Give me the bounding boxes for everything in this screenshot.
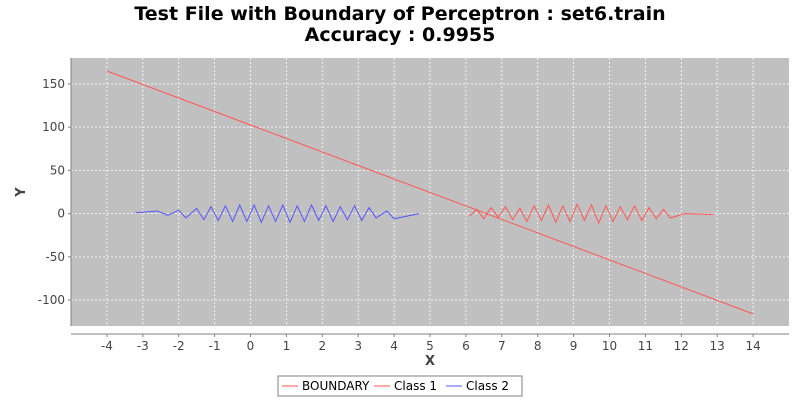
x-tick-label: 1 bbox=[283, 339, 291, 353]
legend: BOUNDARY Class 1 Class 2 bbox=[277, 375, 523, 397]
x-tick-label: 11 bbox=[638, 339, 653, 353]
chart-subtitle: Accuracy : 0.9955 bbox=[304, 24, 496, 46]
x-tick-label: 4 bbox=[390, 339, 398, 353]
x-axis-label: X bbox=[425, 354, 435, 369]
x-tick-label: -4 bbox=[101, 339, 113, 353]
series-line-class-1 bbox=[469, 202, 714, 225]
x-tick-label: 7 bbox=[498, 339, 506, 353]
y-tick-label: 100 bbox=[42, 120, 65, 134]
x-tick-label: 5 bbox=[426, 339, 434, 353]
x-tick-label: 13 bbox=[710, 339, 725, 353]
y-tick-label: -100 bbox=[38, 293, 65, 307]
legend-label: BOUNDARY bbox=[302, 379, 370, 393]
y-axis-label: Y bbox=[14, 187, 29, 198]
x-tick-label: 9 bbox=[570, 339, 578, 353]
series-line-boundary bbox=[106, 70, 754, 315]
y-tick-label: 50 bbox=[50, 163, 65, 177]
y-ticks: 150 100 50 0 -50 -100 bbox=[38, 77, 71, 307]
x-tick-label: 3 bbox=[354, 339, 362, 353]
series-layer bbox=[106, 70, 754, 315]
x-ticks: -4 -3 -2 -1 0 1 2 3 4 5 6 7 8 9 10 11 12 13 14 bbox=[101, 334, 761, 353]
x-tick-label: -3 bbox=[137, 339, 149, 353]
legend-label: Class 1 bbox=[394, 379, 437, 393]
x-tick-label: 10 bbox=[602, 339, 617, 353]
legend-box bbox=[277, 375, 523, 397]
legend-label: Class 2 bbox=[466, 379, 509, 393]
x-tick-label: 14 bbox=[745, 339, 760, 353]
x-tick-label: 6 bbox=[462, 339, 470, 353]
y-tick-label: 150 bbox=[42, 77, 65, 91]
x-tick-label: 8 bbox=[534, 339, 542, 353]
series-line-class-2 bbox=[135, 203, 420, 224]
x-tick-label: -1 bbox=[209, 339, 221, 353]
chart-title: Test File with Boundary of Perceptron : … bbox=[134, 3, 666, 25]
x-tick-label: -2 bbox=[173, 339, 185, 353]
x-tick-label: 0 bbox=[247, 339, 255, 353]
y-tick-label: -50 bbox=[45, 250, 65, 264]
x-tick-label: 12 bbox=[674, 339, 689, 353]
x-tick-label: 2 bbox=[318, 339, 326, 353]
y-tick-label: 0 bbox=[57, 207, 65, 221]
